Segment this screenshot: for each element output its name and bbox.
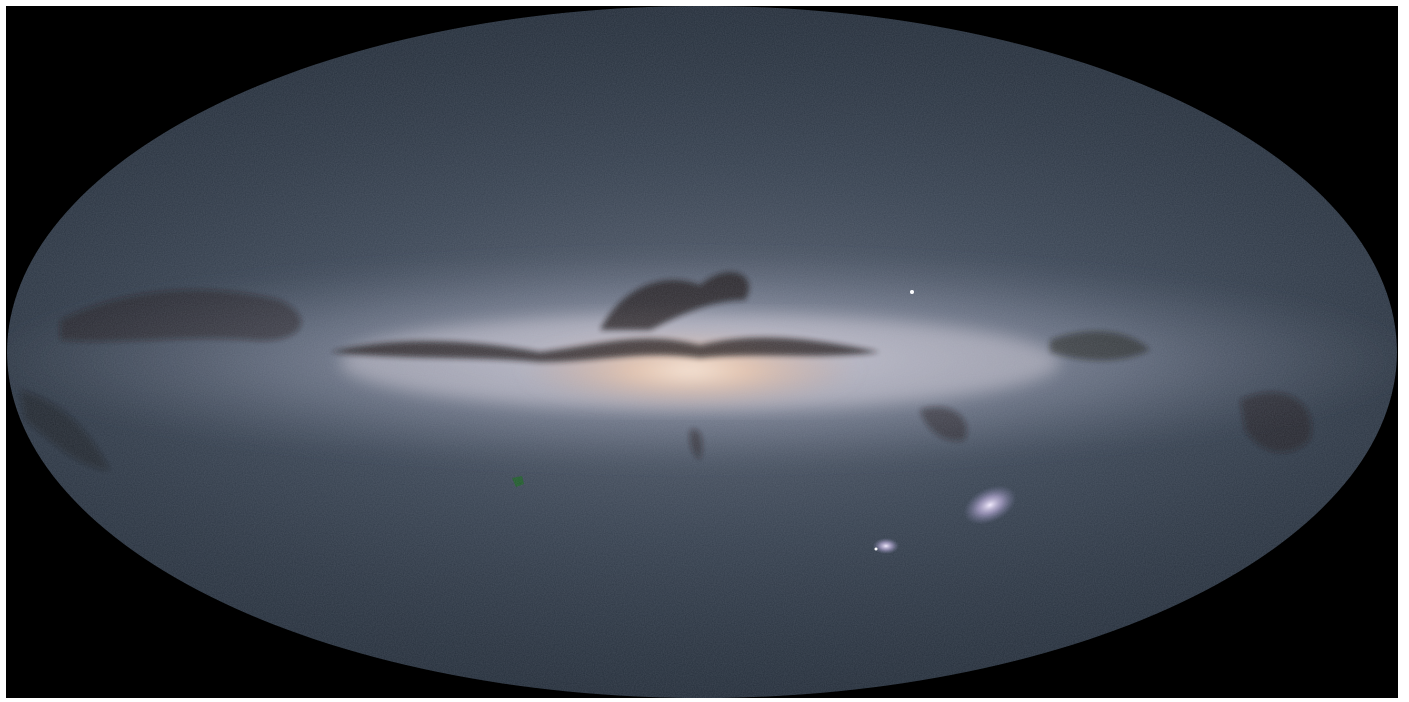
- sky: [7, 6, 1397, 698]
- star-grain: [7, 6, 1397, 698]
